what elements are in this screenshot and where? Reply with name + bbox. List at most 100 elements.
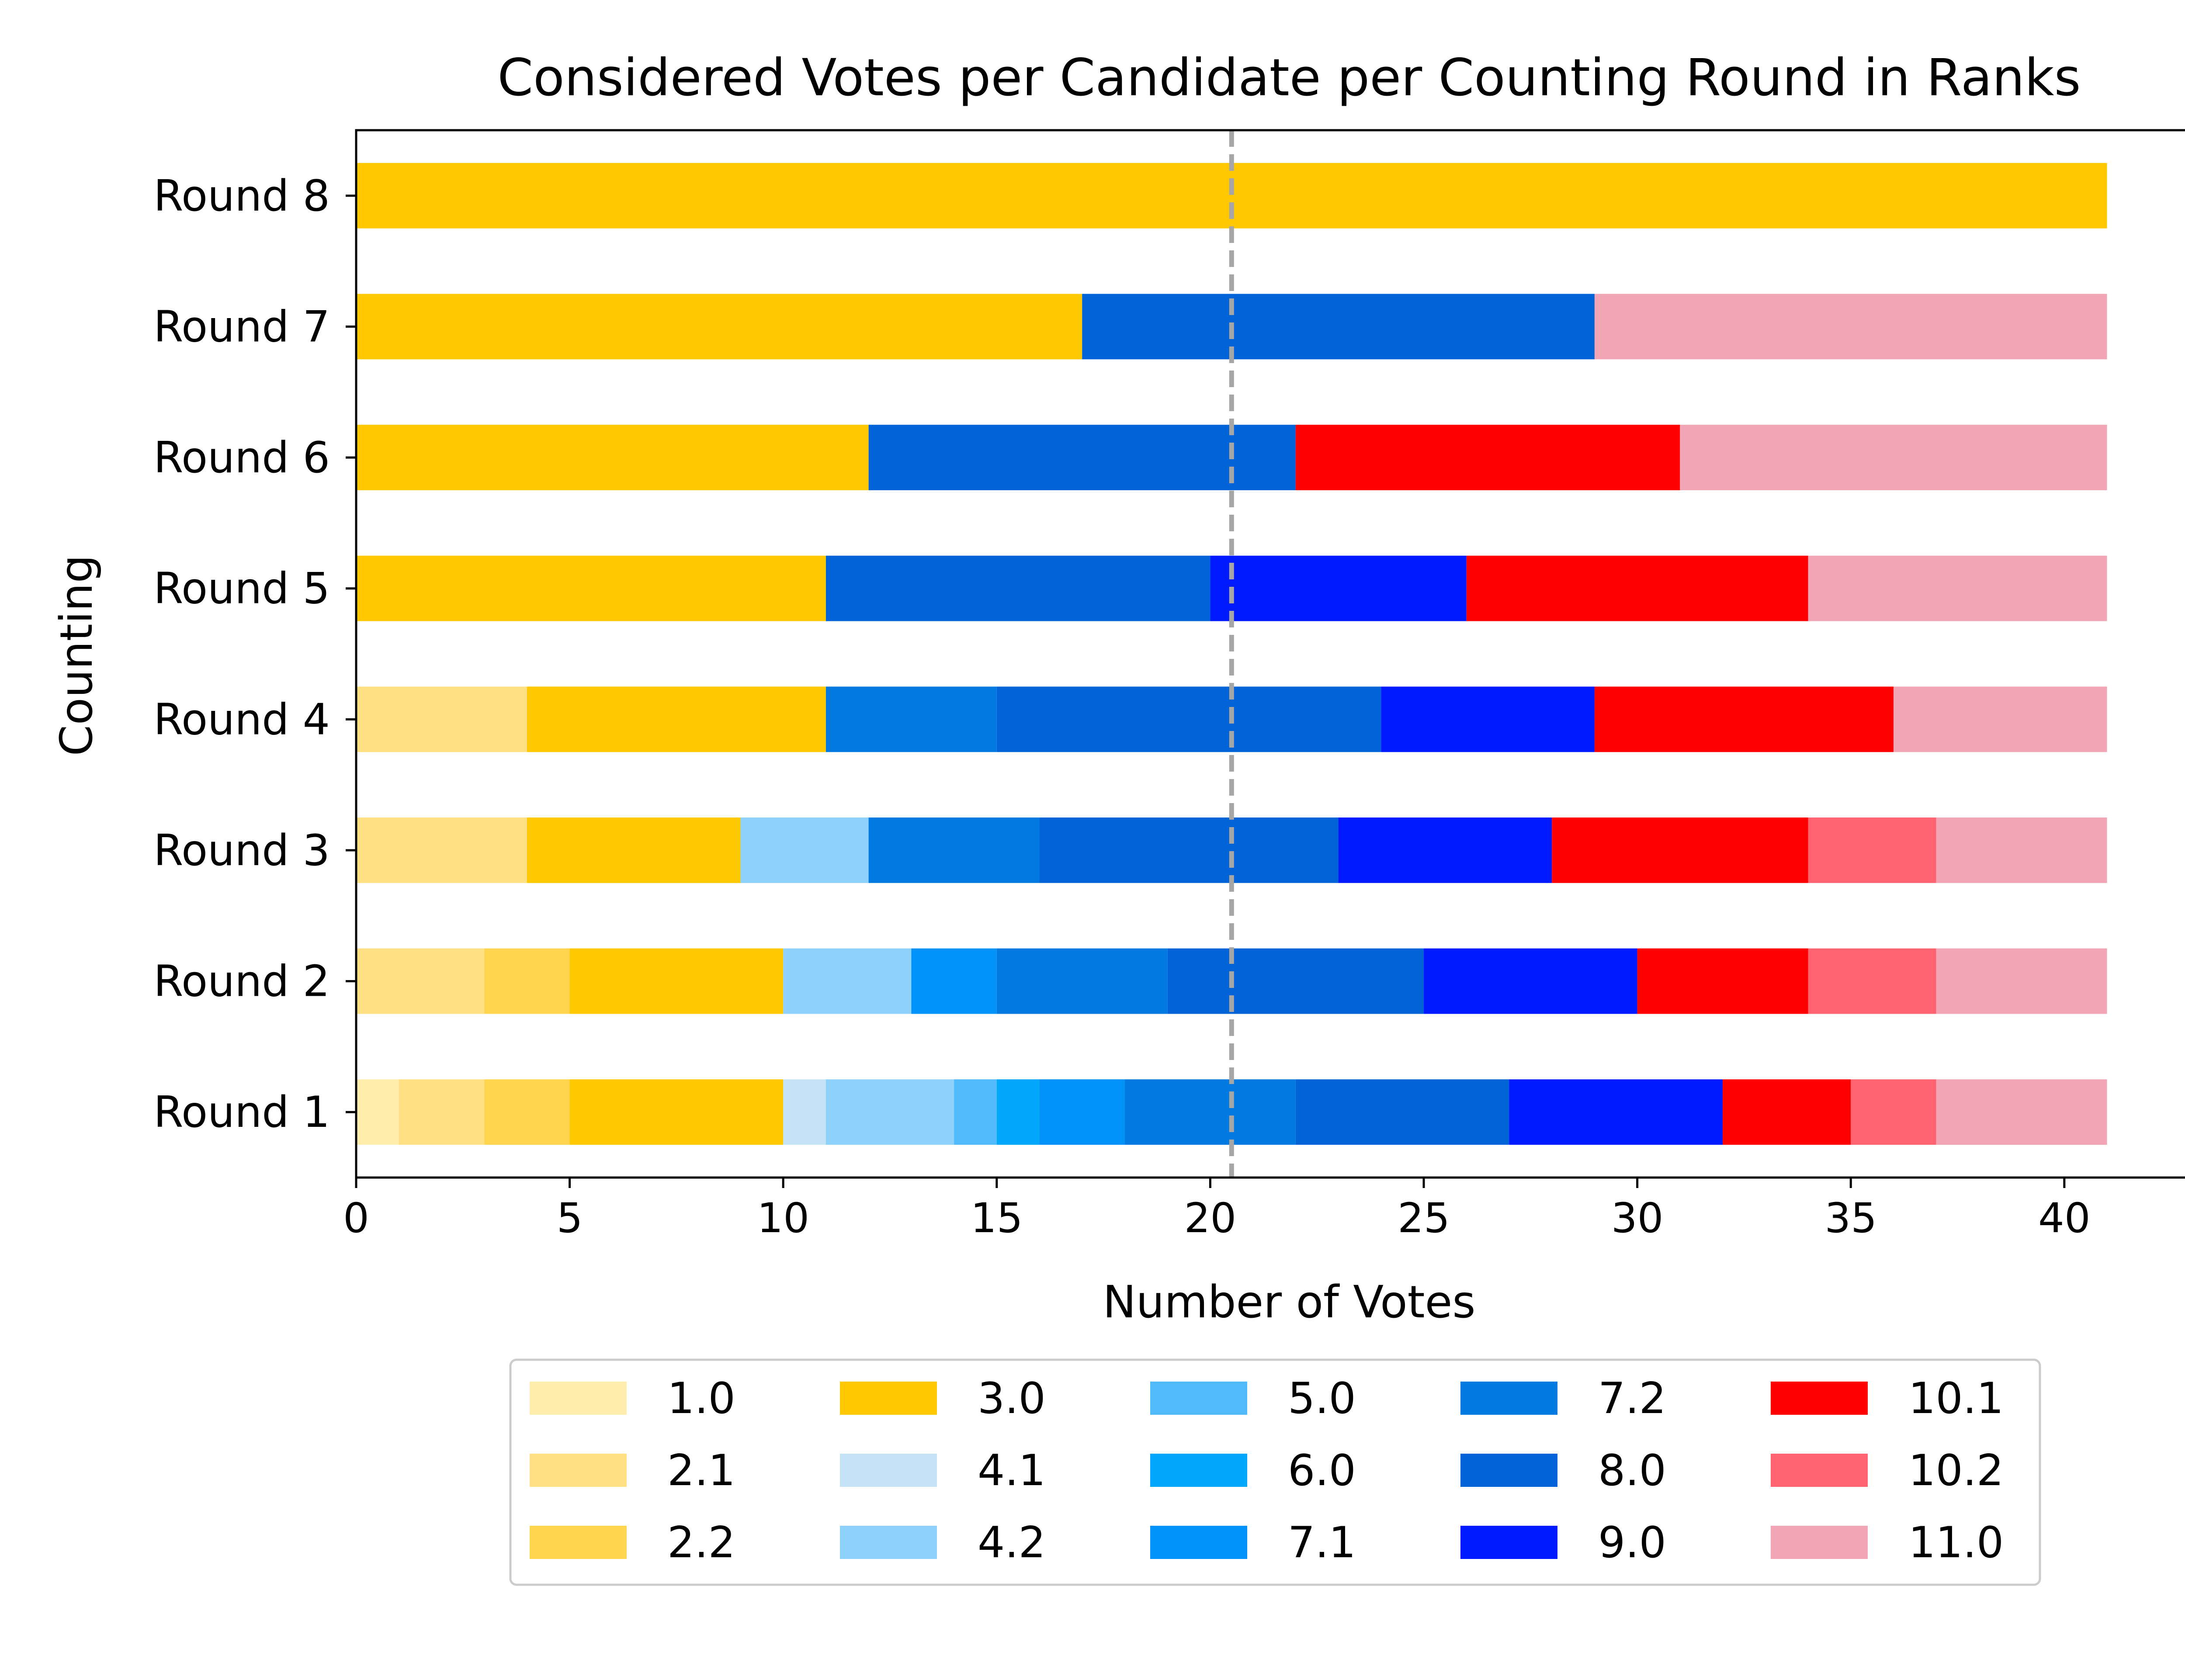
bar-segment-r2-s13 bbox=[1808, 948, 1936, 1014]
bar-segment-r5-s10 bbox=[825, 555, 1210, 621]
bar-segment-r3-s13 bbox=[1808, 817, 1936, 883]
y-tick-label: Round 4 bbox=[153, 695, 330, 745]
bar-segment-r3-s12 bbox=[1552, 817, 1808, 883]
legend-label: 1.0 bbox=[667, 1374, 735, 1424]
bar-segment-r5-s14 bbox=[1808, 555, 2107, 621]
y-axis: Round 1 Round 2 Round 3 Round 4 Round 5 Round… bbox=[153, 171, 356, 1137]
legend-swatch bbox=[1771, 1526, 1868, 1559]
legend-label: 6.0 bbox=[1288, 1446, 1356, 1496]
bar-segment-r1-s7 bbox=[996, 1079, 1040, 1145]
legend-swatch bbox=[530, 1382, 627, 1415]
bar-segment-r1-s11 bbox=[1509, 1079, 1723, 1145]
x-tick-label: 30 bbox=[1611, 1195, 1664, 1242]
x-tick-label: 25 bbox=[1398, 1195, 1450, 1242]
y-tick-label: Round 8 bbox=[153, 171, 330, 221]
legend-label: 5.0 bbox=[1288, 1374, 1356, 1424]
bar-segment-r1-s9 bbox=[1124, 1079, 1296, 1145]
bar-segment-r2-s11 bbox=[1424, 948, 1637, 1014]
x-tick-label: 40 bbox=[2038, 1195, 2091, 1242]
bar-segment-r1-s13 bbox=[1851, 1079, 1936, 1145]
legend-label: 4.2 bbox=[978, 1518, 1046, 1568]
bar-segment-r5-s3 bbox=[356, 555, 826, 621]
chart-title: Considered Votes per Candidate per Count… bbox=[497, 48, 2081, 107]
bar-segment-r2-s14 bbox=[1936, 948, 2107, 1014]
legend-swatch bbox=[1150, 1382, 1247, 1415]
x-tick-label: 15 bbox=[971, 1195, 1023, 1242]
bar-segment-r2-s3 bbox=[569, 948, 784, 1014]
y-tick-label: Round 7 bbox=[153, 302, 330, 352]
y-tick-label: Round 1 bbox=[153, 1088, 330, 1137]
legend-label: 8.0 bbox=[1598, 1446, 1666, 1496]
bar-segment-r3-s3 bbox=[527, 817, 741, 883]
legend-swatch bbox=[840, 1382, 937, 1415]
legend-label: 2.2 bbox=[667, 1518, 735, 1568]
bar-segment-r1-s10 bbox=[1295, 1079, 1509, 1145]
bar-segment-r1-s8 bbox=[1039, 1079, 1125, 1145]
legend-label: 7.2 bbox=[1598, 1374, 1666, 1424]
y-axis-label: Counting bbox=[51, 555, 103, 756]
bar-segment-r6-s10 bbox=[868, 425, 1296, 490]
bar-segment-r4-s9 bbox=[825, 686, 997, 752]
legend-label: 10.1 bbox=[1908, 1374, 2004, 1424]
x-axis-label: Number of Votes bbox=[1103, 1276, 1475, 1328]
y-tick-label: Round 6 bbox=[153, 433, 330, 483]
legend-swatch bbox=[1460, 1526, 1557, 1559]
bar-segment-r2-s8 bbox=[911, 948, 997, 1014]
bar-segment-r7-s14 bbox=[1594, 294, 2107, 360]
bar-segment-r6-s12 bbox=[1295, 425, 1680, 490]
legend-swatch bbox=[530, 1526, 627, 1559]
bar-segment-r4-s1 bbox=[356, 686, 527, 752]
bar-segment-r4-s3 bbox=[527, 686, 826, 752]
bar-segment-r3-s10 bbox=[1039, 817, 1339, 883]
bar-segment-r4-s10 bbox=[996, 686, 1381, 752]
legend: 1.0 2.1 2.2 3.0 4.1 4.2 5.0 6.0 7.1 7.2 8.0 9.0 10.1… bbox=[509, 1358, 2041, 1586]
bar-segment-r3-s1 bbox=[356, 817, 527, 883]
bar-segment-r1-s3 bbox=[569, 1079, 784, 1145]
bar-segment-r2-s2 bbox=[484, 948, 570, 1014]
legend-label: 10.2 bbox=[1908, 1446, 2004, 1496]
bar-segment-r1-s4 bbox=[783, 1079, 826, 1145]
bar-segment-r4-s11 bbox=[1381, 686, 1595, 752]
x-tick-label: 5 bbox=[557, 1195, 583, 1242]
bar-segment-r1-s2 bbox=[484, 1079, 570, 1145]
legend-label: 11.0 bbox=[1908, 1518, 2004, 1568]
bar-segment-r1-s5 bbox=[825, 1079, 954, 1145]
bar-segment-r5-s12 bbox=[1466, 555, 1808, 621]
bar-segment-r6-s3 bbox=[356, 425, 869, 490]
bar-segment-r6-s14 bbox=[1680, 425, 2107, 490]
x-tick-label: 10 bbox=[757, 1195, 809, 1242]
x-tick-label: 35 bbox=[1824, 1195, 1877, 1242]
x-tick-label: 20 bbox=[1184, 1195, 1237, 1242]
legend-label: 4.1 bbox=[978, 1446, 1046, 1496]
legend-swatch bbox=[840, 1526, 937, 1559]
bar-segment-r1-s0 bbox=[356, 1079, 399, 1145]
bar-segment-r1-s12 bbox=[1723, 1079, 1851, 1145]
legend-swatch bbox=[1771, 1454, 1868, 1487]
bar-segment-r5-s11 bbox=[1210, 555, 1467, 621]
legend-label: 7.1 bbox=[1288, 1518, 1356, 1568]
bar-segment-r3-s11 bbox=[1338, 817, 1552, 883]
y-tick-label: Round 3 bbox=[153, 826, 330, 876]
legend-swatch bbox=[1150, 1454, 1247, 1487]
legend-swatch bbox=[530, 1454, 627, 1487]
bar-segment-r7-s10 bbox=[1082, 294, 1595, 360]
bar-segment-r4-s14 bbox=[1893, 686, 2107, 752]
plot-frame bbox=[355, 129, 2185, 1179]
bar-segment-r3-s14 bbox=[1936, 817, 2107, 883]
legend-label: 3.0 bbox=[978, 1374, 1046, 1424]
bar-segment-r4-s12 bbox=[1594, 686, 1894, 752]
bar-segment-r7-s3 bbox=[356, 294, 1082, 360]
bar-segment-r1-s1 bbox=[399, 1079, 485, 1145]
bar-segment-r1-s14 bbox=[1936, 1079, 2107, 1145]
legend-label: 9.0 bbox=[1598, 1518, 1666, 1568]
bar-segment-r2-s1 bbox=[356, 948, 485, 1014]
bar-segment-r2-s10 bbox=[1167, 948, 1424, 1014]
bar-segment-r2-s12 bbox=[1637, 948, 1808, 1014]
legend-swatch bbox=[840, 1454, 937, 1487]
bar-segment-r1-s6 bbox=[954, 1079, 997, 1145]
legend-swatch bbox=[1150, 1526, 1247, 1559]
x-tick-label: 0 bbox=[343, 1195, 369, 1242]
bar-segment-r3-s5 bbox=[740, 817, 869, 883]
